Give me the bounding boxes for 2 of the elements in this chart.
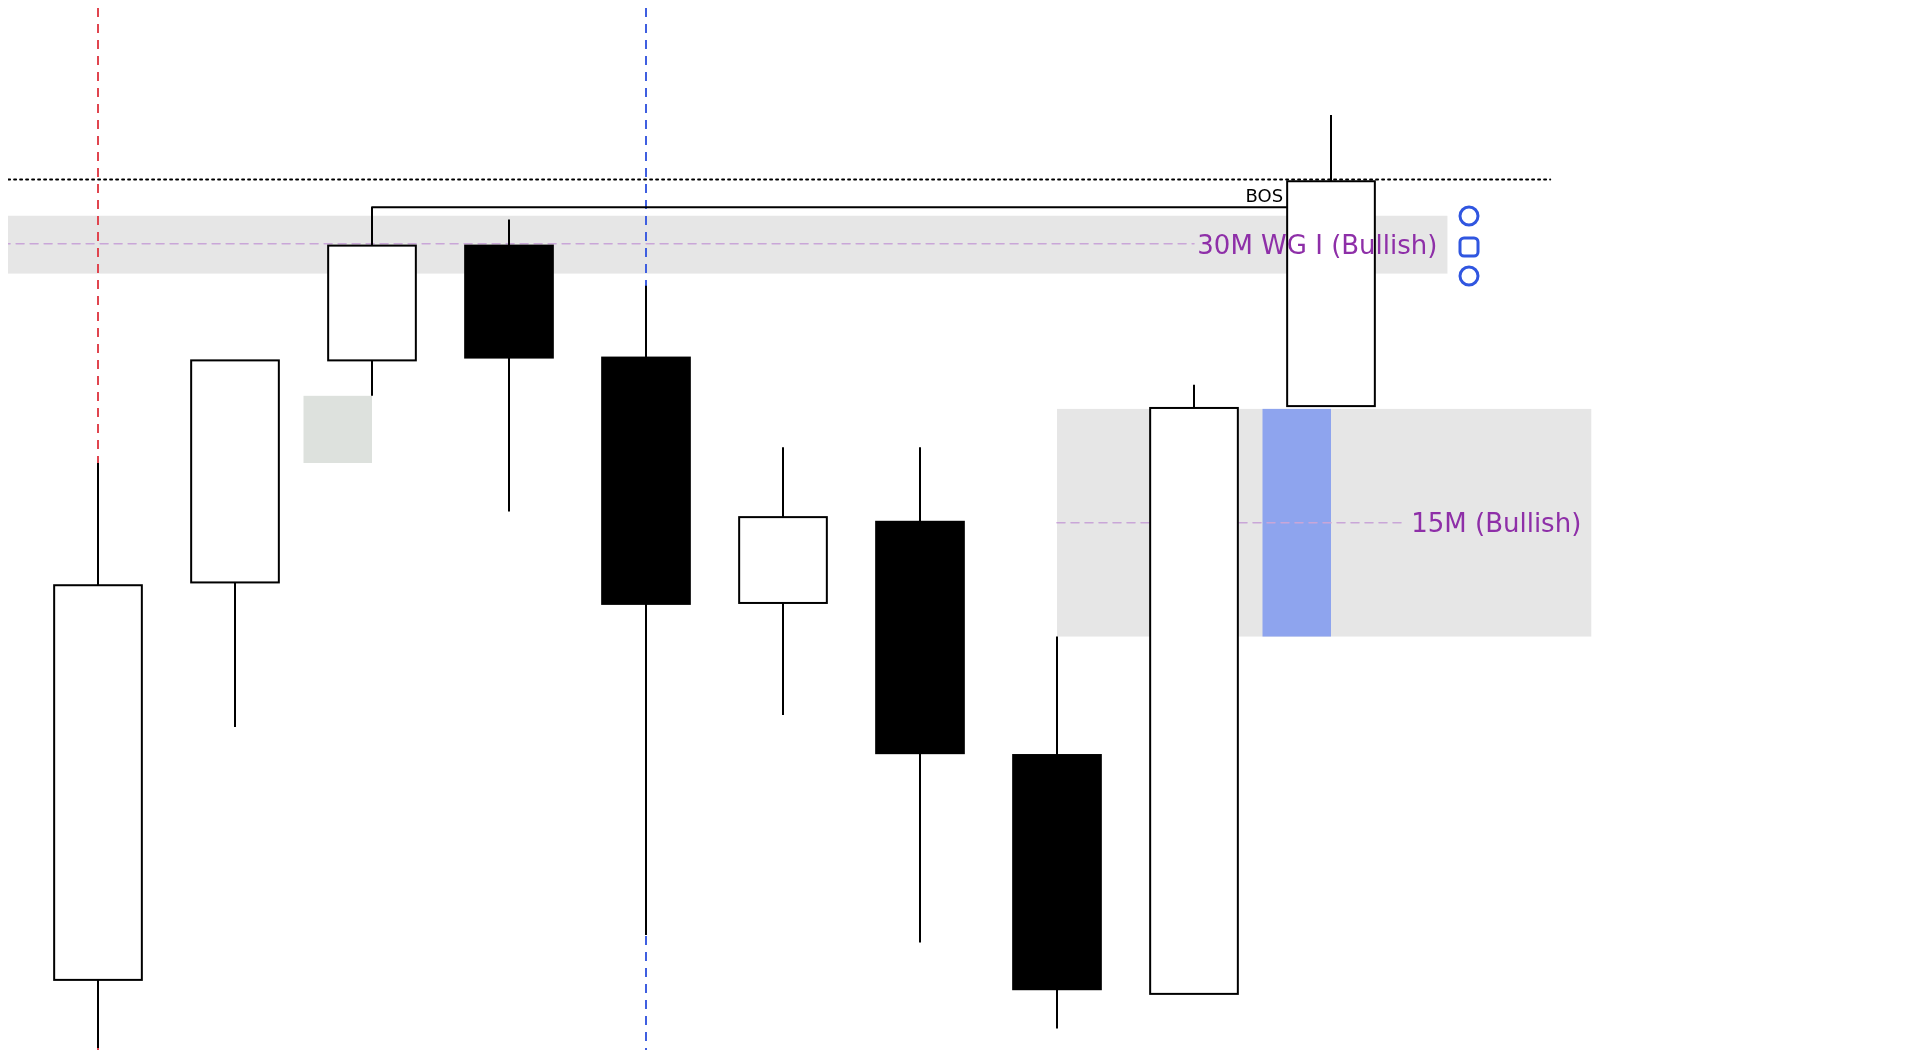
ref-line-label: BOS	[1245, 185, 1284, 207]
band-label: 15M (Bullish)	[1411, 507, 1582, 538]
